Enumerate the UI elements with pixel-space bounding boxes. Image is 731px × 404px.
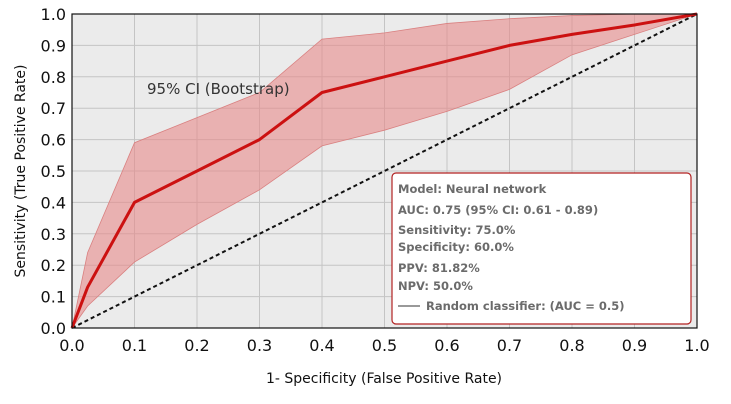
legend-frame [391, 172, 692, 325]
x-tick-label: 0.6 [434, 336, 459, 355]
y-tick-label: 0.4 [41, 193, 66, 212]
y-axis-label: Sensitivity (True Positive Rate) [13, 65, 29, 278]
y-tick-label: 0.1 [41, 288, 66, 307]
legend-sensitivity: Sensitivity: 75.0% [398, 223, 516, 237]
y-tick-label: 0.5 [41, 162, 66, 181]
x-tick-label: 0.9 [622, 336, 647, 355]
legend-specificity: Specificity: 60.0% [398, 240, 514, 254]
legend-auc: AUC: 0.75 (95% CI: 0.61 - 0.89) [398, 203, 598, 217]
x-axis-label: 1- Specificity (False Positive Rate) [266, 371, 502, 387]
y-tick-label: 0.0 [41, 319, 66, 338]
x-tick-label: 0.3 [247, 336, 272, 355]
legend-random-classifier: Random classifier: (AUC = 0.5) [426, 299, 625, 313]
y-tick-labels: 0.0 0.1 0.2 0.3 0.4 0.5 0.6 0.7 0.8 0.9 1.0 [41, 5, 66, 338]
y-tick-label: 0.9 [41, 36, 66, 55]
legend-ppv: PPV: 81.82% [398, 261, 480, 275]
y-tick-label: 0.6 [41, 131, 66, 150]
plot-frame [71, 13, 698, 329]
ci-annotation: 95% CI (Bootstrap) [147, 80, 290, 98]
x-tick-label: 0.1 [122, 336, 147, 355]
x-tick-label: 0.5 [372, 336, 397, 355]
x-tick-label: 0.2 [184, 336, 209, 355]
y-tick-label: 0.3 [41, 225, 66, 244]
y-tick-label: 0.7 [41, 99, 66, 118]
roc-curve [70, 12, 698, 329]
x-tick-label: 0.0 [59, 336, 84, 355]
legend-box: Model: Neural network AUC: 0.75 (95% CI:… [391, 172, 692, 325]
y-tick-label: 1.0 [41, 5, 66, 24]
x-tick-label: 0.7 [497, 336, 522, 355]
legend-model: Model: Neural network [398, 182, 547, 196]
x-tick-label: 0.8 [559, 336, 584, 355]
y-tick-label: 0.2 [41, 256, 66, 275]
legend-npv: NPV: 50.0% [398, 279, 473, 293]
random-classifier-line [71, 13, 698, 329]
x-tick-label: 0.4 [309, 336, 334, 355]
x-tick-labels: 0.0 0.1 0.2 0.3 0.4 0.5 0.6 0.7 0.8 0.9 1.0 [59, 336, 709, 355]
x-tick-label: 1.0 [684, 336, 709, 355]
y-tick-label: 0.8 [41, 68, 66, 87]
